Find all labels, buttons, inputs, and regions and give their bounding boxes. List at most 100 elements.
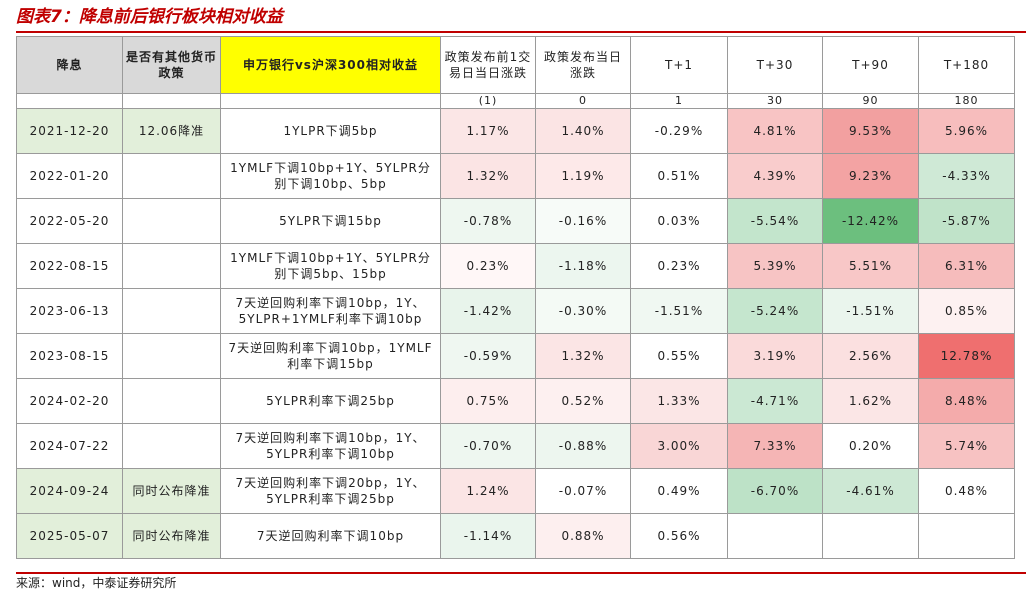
cell [918, 513, 1015, 559]
cell: 12.78% [918, 333, 1015, 379]
cell: -0.88% [535, 423, 631, 469]
data-row: 2025-05-07 同时公布降准 7天逆回购利率下调10bp -1.14% 0.88%… [16, 513, 1015, 559]
cell: 7天逆回购利率下调10bp [220, 513, 441, 559]
cell: 2022-05-20 [16, 198, 123, 244]
data-row: 2023-06-13 7天逆回购利率下调10bp，1Y、5YLPR+1YMLF利率… [16, 288, 1015, 334]
cell [122, 288, 221, 334]
cell: 0.56% [630, 513, 728, 559]
cell: -1.14% [440, 513, 536, 559]
cell: 1.19% [535, 153, 631, 199]
cell: 3.19% [727, 333, 823, 379]
cell: 0.23% [630, 243, 728, 289]
cell: -1.18% [535, 243, 631, 289]
cell: 0.75% [440, 378, 536, 424]
cell: 4.81% [727, 108, 823, 154]
table: 降息 是否有其他货币政策 申万银行vs沪深300相对收益 政策发布前1交易日当日涨跌政… [16, 36, 1015, 559]
cell: 4.39% [727, 153, 823, 199]
cell [727, 513, 823, 559]
cell: 9.53% [822, 108, 919, 154]
cell: 8.48% [918, 378, 1015, 424]
cell: -5.24% [727, 288, 823, 334]
cell: 1.40% [535, 108, 631, 154]
cell: 2024-02-20 [16, 378, 123, 424]
cell: 5YLPR下调15bp [220, 198, 441, 244]
cell: 2023-08-15 [16, 333, 123, 379]
cell: -4.71% [727, 378, 823, 424]
cell: 1.32% [440, 153, 536, 199]
cell: -0.07% [535, 468, 631, 514]
subheader-cell: (1) [440, 93, 536, 109]
title: 图表7：降息前后银行板块相对收益 [16, 4, 1026, 33]
subheader-cell [220, 93, 441, 109]
cell: -0.78% [440, 198, 536, 244]
cell [122, 198, 221, 244]
subheader-cell: 90 [822, 93, 919, 109]
cell: 0.85% [918, 288, 1015, 334]
cell [122, 243, 221, 289]
cell: 2022-01-20 [16, 153, 123, 199]
cell: -0.70% [440, 423, 536, 469]
header-cell: 政策发布当日涨跌 [535, 36, 631, 94]
header-cell: T+1 [630, 36, 728, 94]
cell: 5.51% [822, 243, 919, 289]
cell: -5.87% [918, 198, 1015, 244]
cell: -0.59% [440, 333, 536, 379]
cell: 5.96% [918, 108, 1015, 154]
cell: 2025-05-07 [16, 513, 123, 559]
table-body: 降息 是否有其他货币政策 申万银行vs沪深300相对收益 政策发布前1交易日当日涨跌政… [16, 36, 1015, 559]
header-row: 降息 是否有其他货币政策 申万银行vs沪深300相对收益 政策发布前1交易日当日涨跌政… [16, 36, 1015, 94]
cell: -6.70% [727, 468, 823, 514]
cell: 同时公布降准 [122, 468, 221, 514]
cell: 1.32% [535, 333, 631, 379]
cell: 7.33% [727, 423, 823, 469]
data-row: 2024-07-22 7天逆回购利率下调10bp，1Y、5YLPR利率下调10bp… [16, 423, 1015, 469]
cell: 5YLPR利率下调25bp [220, 378, 441, 424]
cell [122, 378, 221, 424]
cell [122, 423, 221, 469]
cell: -4.61% [822, 468, 919, 514]
cell: -12.42% [822, 198, 919, 244]
subheader-cell: 30 [727, 93, 823, 109]
cell: 2021-12-20 [16, 108, 123, 154]
data-row: 2021-12-20 12.06降准 1YLPR下调5bp 1.17% 1.40% -0.… [16, 108, 1015, 154]
header-cell: T+180 [918, 36, 1015, 94]
subheader-cell: 180 [918, 93, 1015, 109]
cell: 1YMLF下调10bp+1Y、5YLPR分别下调10bp、5bp [220, 153, 441, 199]
cell: 2022-08-15 [16, 243, 123, 289]
cell: 2024-09-24 [16, 468, 123, 514]
cell: 1YLPR下调5bp [220, 108, 441, 154]
cell: 0.55% [630, 333, 728, 379]
subheader-row: (1) 0 1 30 90 180 [16, 93, 1015, 109]
subheader-cell [16, 93, 123, 109]
data-row: 2023-08-15 7天逆回购利率下调10bp，1YMLF利率下调15bp -0.… [16, 333, 1015, 379]
cell [822, 513, 919, 559]
header-cell: 申万银行vs沪深300相对收益 [220, 36, 441, 94]
cell [122, 333, 221, 379]
source: 来源：wind，中泰证券研究所 [16, 572, 1026, 592]
cell: 1.33% [630, 378, 728, 424]
cell: -1.42% [440, 288, 536, 334]
cell: 0.03% [630, 198, 728, 244]
cell: 0.49% [630, 468, 728, 514]
cell [122, 153, 221, 199]
cell: 1YMLF下调10bp+1Y、5YLPR分别下调5bp、15bp [220, 243, 441, 289]
data-row: 2022-08-15 1YMLF下调10bp+1Y、5YLPR分别下调5bp、15… [16, 243, 1015, 289]
cell: 7天逆回购利率下调10bp，1Y、5YLPR+1YMLF利率下调10bp [220, 288, 441, 334]
cell: 2.56% [822, 333, 919, 379]
cell: -5.54% [727, 198, 823, 244]
cell: -1.51% [630, 288, 728, 334]
data-row: 2022-01-20 1YMLF下调10bp+1Y、5YLPR分别下调10bp、5… [16, 153, 1015, 199]
cell: 6.31% [918, 243, 1015, 289]
cell: 1.62% [822, 378, 919, 424]
data-row: 2024-02-20 5YLPR利率下调25bp 0.75% 0.52% 1.33% -4… [16, 378, 1015, 424]
subheader-cell [122, 93, 221, 109]
cell: 5.39% [727, 243, 823, 289]
cell: -0.16% [535, 198, 631, 244]
cell: 0.23% [440, 243, 536, 289]
cell: 1.17% [440, 108, 536, 154]
cell: 0.48% [918, 468, 1015, 514]
cell: -0.30% [535, 288, 631, 334]
subheader-cell: 1 [630, 93, 728, 109]
cell: 2024-07-22 [16, 423, 123, 469]
